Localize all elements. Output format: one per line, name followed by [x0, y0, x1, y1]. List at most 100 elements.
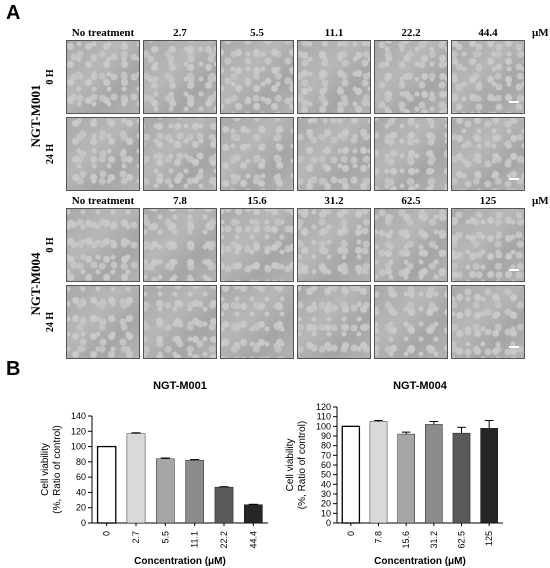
- y-tick-label: 50: [321, 470, 331, 480]
- y-tick-label: 120: [71, 426, 86, 436]
- x-tick-label: 125: [484, 531, 494, 546]
- micrograph-image: [143, 285, 217, 359]
- x-tick-label: 15.6: [401, 531, 411, 549]
- micrograph-image: [451, 117, 525, 191]
- chart-title: NGT-M001: [153, 380, 207, 392]
- micrograph-image: [220, 40, 294, 114]
- unit-label: μM: [532, 195, 549, 207]
- y-axis-label-line: (%, Ratio of control): [297, 421, 308, 509]
- micrograph-image: [374, 117, 448, 191]
- column-header: 7.8: [173, 195, 187, 207]
- x-tick-label: 11.1: [190, 531, 200, 548]
- y-tick-label: 40: [76, 487, 86, 497]
- column-header: 125: [479, 195, 497, 207]
- micrograph-image: [374, 40, 448, 114]
- panel-label-a: A: [6, 2, 21, 24]
- micrograph-image: [143, 40, 217, 114]
- y-tick-label: 120: [316, 402, 331, 412]
- bar: [96, 445, 117, 524]
- column-header: 31.2: [324, 195, 344, 207]
- column-header: 22.2: [401, 27, 421, 39]
- bar: [185, 460, 204, 524]
- micrograph-image: [66, 117, 140, 191]
- bar: [244, 504, 263, 524]
- panel-label-b: B: [6, 358, 21, 380]
- x-tick-label: 0: [346, 531, 356, 536]
- unit-label: μM: [532, 27, 549, 39]
- row-label: 24 H: [45, 311, 56, 333]
- scale-bar: [509, 346, 519, 348]
- y-tick-label: 70: [321, 450, 331, 460]
- bar: [341, 425, 361, 524]
- x-tick-label: 62.5: [457, 531, 467, 549]
- y-tick-label: 20: [76, 503, 86, 513]
- y-tick-label: 10: [321, 508, 331, 518]
- group-label: NGT-M001: [28, 84, 43, 148]
- micrograph-image: [451, 285, 525, 359]
- y-axis-label-line: Cell viability: [285, 439, 296, 492]
- micrograph-image: [220, 285, 294, 359]
- bar: [480, 428, 498, 524]
- x-tick-label: 7.8: [374, 531, 384, 544]
- y-tick-label: 140: [71, 411, 86, 421]
- row-label: 0 H: [45, 237, 56, 253]
- group-label: NGT-M004: [28, 252, 43, 316]
- column-header: 5.5: [250, 27, 264, 39]
- column-header: 44.4: [478, 27, 498, 39]
- bar: [397, 433, 415, 524]
- column-header: 15.6: [247, 195, 267, 207]
- y-axis-label-line: (%, Ratio of control): [52, 425, 63, 513]
- y-tick-label: 110: [317, 412, 331, 422]
- x-axis-label: Concentration (μM): [134, 556, 226, 567]
- micrograph-image: [297, 208, 371, 282]
- chart-title: NGT-M004: [393, 380, 448, 392]
- micrograph-image: [297, 40, 371, 114]
- micrograph-image: [220, 208, 294, 282]
- y-tick-label: 60: [76, 472, 86, 482]
- x-axis-label: Concentration (μM): [374, 556, 466, 567]
- x-tick-label: 44.4: [248, 531, 258, 549]
- x-tick-label: 0: [102, 531, 112, 536]
- micrograph-image: [143, 117, 217, 191]
- y-tick-label: 0: [326, 518, 331, 528]
- micrograph-image: [297, 117, 371, 191]
- x-tick-label: 5.5: [160, 531, 170, 544]
- y-tick-label: 20: [321, 499, 331, 509]
- scale-bar: [509, 269, 519, 271]
- y-tick-label: 30: [321, 489, 331, 499]
- bar-chart-ngt-m001: NGT-M001 0 20 40 60 80 100 120 140 0 2.7 5.5 11.1 22.…: [40, 380, 268, 567]
- x-tick-label: 2.7: [131, 531, 141, 544]
- micrograph-image: [66, 40, 140, 114]
- y-tick-label: 100: [316, 421, 331, 431]
- y-axis-label: Cell viability(%, Ratio of control): [285, 421, 308, 509]
- bar: [452, 432, 471, 524]
- row-label: 24 H: [45, 143, 56, 165]
- micrograph-image: [66, 208, 140, 282]
- scale-bar: [509, 178, 519, 180]
- y-tick-label: 80: [76, 457, 86, 467]
- micrograph-image: [143, 208, 217, 282]
- y-tick-label: 60: [321, 460, 331, 470]
- bar: [214, 486, 234, 524]
- x-tick-label: 22.2: [219, 531, 229, 549]
- micrograph-image: [220, 117, 294, 191]
- bar: [425, 424, 443, 524]
- bar: [156, 458, 175, 524]
- x-tick-label: 31.2: [429, 531, 439, 549]
- y-tick-label: 90: [321, 431, 331, 441]
- row-label: 0 H: [45, 69, 56, 85]
- y-axis-label-line: Cell viability: [40, 443, 51, 496]
- bar: [369, 421, 388, 524]
- micrograph-image: [297, 285, 371, 359]
- y-axis-label: Cell viability(%, Ratio of control): [40, 425, 63, 513]
- y-tick-label: 0: [81, 518, 86, 528]
- micrograph-image: [374, 208, 448, 282]
- scale-bar: [509, 101, 519, 103]
- column-header: 2.7: [173, 27, 187, 39]
- column-header: No treatment: [71, 195, 135, 207]
- column-header: No treatment: [71, 27, 135, 39]
- y-tick-label: 40: [321, 479, 331, 489]
- column-header: 11.1: [324, 27, 344, 39]
- y-tick-label: 80: [321, 441, 331, 451]
